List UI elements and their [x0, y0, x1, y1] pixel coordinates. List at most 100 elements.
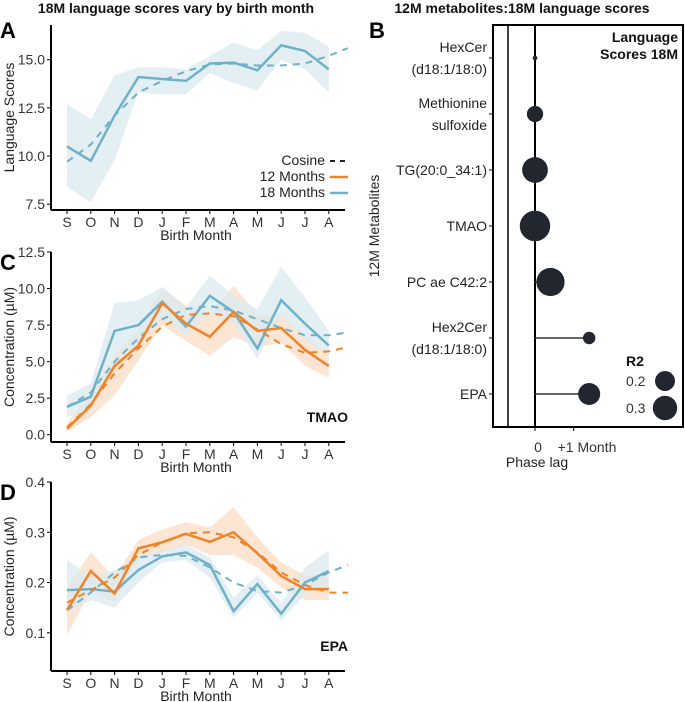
x-tick-label: J: [278, 675, 285, 691]
metabolite-point: [578, 382, 601, 406]
metabolite-point: [532, 55, 538, 61]
x-tick-label: F: [182, 446, 191, 462]
x-tick-label: F: [182, 214, 191, 230]
y-tick-label: 10.0: [18, 148, 45, 164]
metabolite-point: [582, 331, 596, 345]
metabolite-label: Methionine: [419, 95, 488, 111]
x-tick-label: D: [133, 675, 143, 691]
annotation-line: Scores 18M: [600, 46, 678, 62]
metabolite-label: PC ae C42:2: [407, 274, 487, 290]
cosine-fit-12m: [66, 531, 348, 604]
metabolite-label: EPA: [460, 386, 488, 402]
left-title: 18M language scores vary by birth month: [38, 0, 314, 16]
series-line-12m: [65, 530, 329, 611]
metabolite-annotation: EPA: [320, 638, 348, 654]
y-tick-label: 0.0: [26, 427, 46, 443]
y-tick-label: 0.1: [26, 625, 46, 641]
x-tick-label: S: [62, 446, 71, 462]
annotation-line: Language: [612, 29, 678, 45]
y-axis-label: Concentration (µM): [1, 287, 17, 407]
x-tick-label: A: [229, 214, 239, 230]
metabolite-point: [522, 157, 548, 183]
x-tick-label: J: [159, 446, 166, 462]
x-axis-label: Birth Month: [160, 459, 232, 475]
metabolite-label: sulfoxide: [432, 117, 487, 133]
legend-12m: 12 Months: [260, 168, 325, 184]
metabolite-label: (d18:1/18:0): [412, 341, 488, 357]
metabolite-point: [526, 105, 544, 123]
right-title: 12M metabolites:18M language scores: [394, 0, 649, 16]
series-line-18m: [66, 43, 330, 163]
panel-letter-d: D: [0, 480, 16, 505]
x-tick-label: M: [204, 446, 216, 462]
ci-band-18m: [67, 266, 329, 418]
y-tick-label: 15.0: [18, 52, 45, 68]
size-legend-title: R2: [626, 353, 644, 369]
y-tick-label: 7.5: [26, 317, 46, 333]
x-tick-label: J: [278, 446, 285, 462]
metabolite-label: (d18:1/18:0): [412, 61, 488, 77]
metabolite-point: [519, 210, 551, 242]
x-tick-label: N: [110, 446, 120, 462]
series-line-12m: [66, 301, 330, 430]
annotation-language-scores: Language Scores 18M: [600, 29, 678, 62]
y-tick-label: 0.2: [26, 575, 46, 591]
metabolite-label: TG(20:0_34:1): [396, 162, 487, 178]
x-tick-label: N: [110, 214, 120, 230]
legend-18m: 18 Months: [260, 184, 325, 200]
x-tick-label: O: [85, 675, 96, 691]
x-tick-label: M: [252, 675, 264, 691]
x-tick-label: M: [204, 214, 216, 230]
panel-letter-a: A: [0, 18, 16, 43]
y-tick-label: 7.5: [26, 196, 46, 212]
x-tick-label: A: [229, 675, 239, 691]
x-tick-label: 0: [534, 439, 542, 455]
series-line-18m: [66, 294, 330, 409]
x-axis-label: Birth Month: [160, 688, 232, 702]
y-tick-label: 5.0: [26, 354, 46, 370]
x-tick-label: +1 Month: [558, 439, 617, 455]
ci-band-18m: [67, 544, 329, 621]
panel-letter-b: B: [369, 18, 385, 43]
metabolite-label: HexCer: [440, 39, 488, 55]
y-tick-label: 10.0: [18, 281, 45, 297]
y-tick-label: 12.5: [18, 244, 45, 260]
x-tick-label: O: [85, 214, 96, 230]
x-axis-label: Phase lag: [506, 454, 568, 470]
x-axis-label: Birth Month: [160, 227, 232, 243]
x-tick-label: J: [302, 446, 309, 462]
y-tick-label: 0.3: [26, 524, 46, 540]
x-tick-label: F: [182, 675, 191, 691]
x-tick-label: S: [62, 675, 71, 691]
x-tick-label: J: [302, 214, 309, 230]
ci-band-12m: [67, 507, 329, 636]
size-legend-dot: [652, 395, 678, 421]
panel-b: HexCer (d18:1/18:0) Methionine sulfoxide TG(…: [366, 24, 684, 470]
x-tick-label: A: [324, 675, 334, 691]
x-tick-label: S: [62, 214, 71, 230]
y-tick-label: 12.5: [18, 100, 45, 116]
x-tick-label: O: [85, 446, 96, 462]
x-tick-label: A: [324, 214, 334, 230]
x-tick-label: M: [252, 446, 264, 462]
y-tick-label: 0.4: [26, 474, 46, 490]
y-axis-label: Language Scores: [1, 63, 17, 173]
size-legend-dot: [655, 371, 675, 391]
panel-letter-c: C: [0, 250, 16, 275]
y-axis-label: 12M Metabolites: [366, 175, 382, 278]
metabolite-annotation: TMAO: [307, 409, 348, 425]
x-tick-label: J: [159, 214, 166, 230]
size-legend-label: 0.3: [626, 400, 646, 416]
metabolite-label: TMAO: [447, 218, 488, 234]
ci-band-18m: [67, 30, 329, 203]
legend-cosine: Cosine: [281, 152, 325, 168]
metabolite-label: Hex2Cer: [432, 319, 488, 335]
legend-a: Cosine 12 Months 18 Months: [260, 152, 348, 200]
x-tick-label: A: [229, 446, 239, 462]
y-tick-label: 2.5: [26, 390, 46, 406]
x-tick-label: A: [324, 446, 334, 462]
